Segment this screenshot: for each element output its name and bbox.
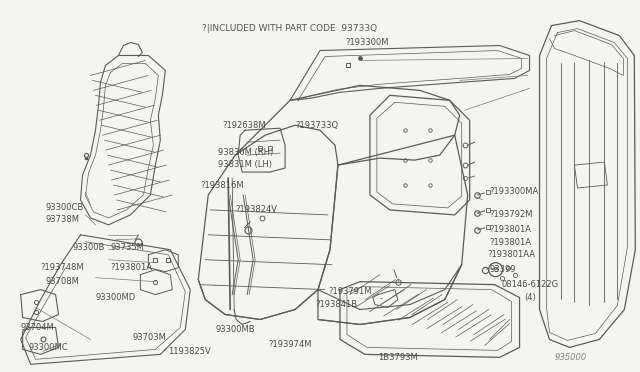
Text: 1193825V: 1193825V [168, 347, 211, 356]
Text: ?192638M: ?192638M [222, 121, 266, 130]
Text: ?193816M: ?193816M [200, 180, 244, 189]
Text: 93831M (LH): 93831M (LH) [218, 160, 272, 169]
Text: B: B [493, 267, 498, 273]
Text: 93738M: 93738M [45, 215, 79, 224]
Text: 93735M: 93735M [111, 243, 145, 252]
Text: 93704M: 93704M [20, 323, 54, 332]
Text: 93300MB: 93300MB [215, 325, 255, 334]
Text: ?193841B: ?193841B [315, 300, 357, 309]
Text: ?|INCLUDED WITH PART CODE  93733Q: ?|INCLUDED WITH PART CODE 93733Q [202, 24, 378, 33]
Text: 93300CB: 93300CB [45, 203, 84, 212]
Text: ?193733Q: ?193733Q [295, 121, 338, 130]
Text: ?193801A: ?193801A [490, 238, 532, 247]
Text: ?193824V: ?193824V [235, 205, 277, 214]
Text: ?193801A: ?193801A [490, 225, 532, 234]
Text: ?193801AA: ?193801AA [488, 250, 536, 259]
Text: ?193300MA: ?193300MA [490, 187, 539, 196]
Text: ?193801A: ?193801A [111, 263, 152, 272]
Text: 93830M (RH): 93830M (RH) [218, 148, 273, 157]
Text: 93703M: 93703M [132, 333, 166, 342]
Text: 93399: 93399 [490, 265, 516, 274]
Text: 93708M: 93708M [45, 277, 79, 286]
Text: ?193748M: ?193748M [40, 263, 84, 272]
Text: ?193300M: ?193300M [345, 38, 388, 47]
Text: ?193791M: ?193791M [328, 287, 371, 296]
Text: 935000: 935000 [554, 353, 587, 362]
Text: ?193792M: ?193792M [490, 211, 533, 219]
Text: 1B3793M: 1B3793M [378, 353, 418, 362]
Text: 93300MD: 93300MD [95, 293, 136, 302]
Text: 08146-6122G: 08146-6122G [502, 280, 559, 289]
Text: 93300MC: 93300MC [29, 343, 68, 352]
Text: (4): (4) [525, 293, 536, 302]
Text: ?193974M: ?193974M [268, 340, 312, 349]
Text: 93300B: 93300B [72, 243, 105, 252]
